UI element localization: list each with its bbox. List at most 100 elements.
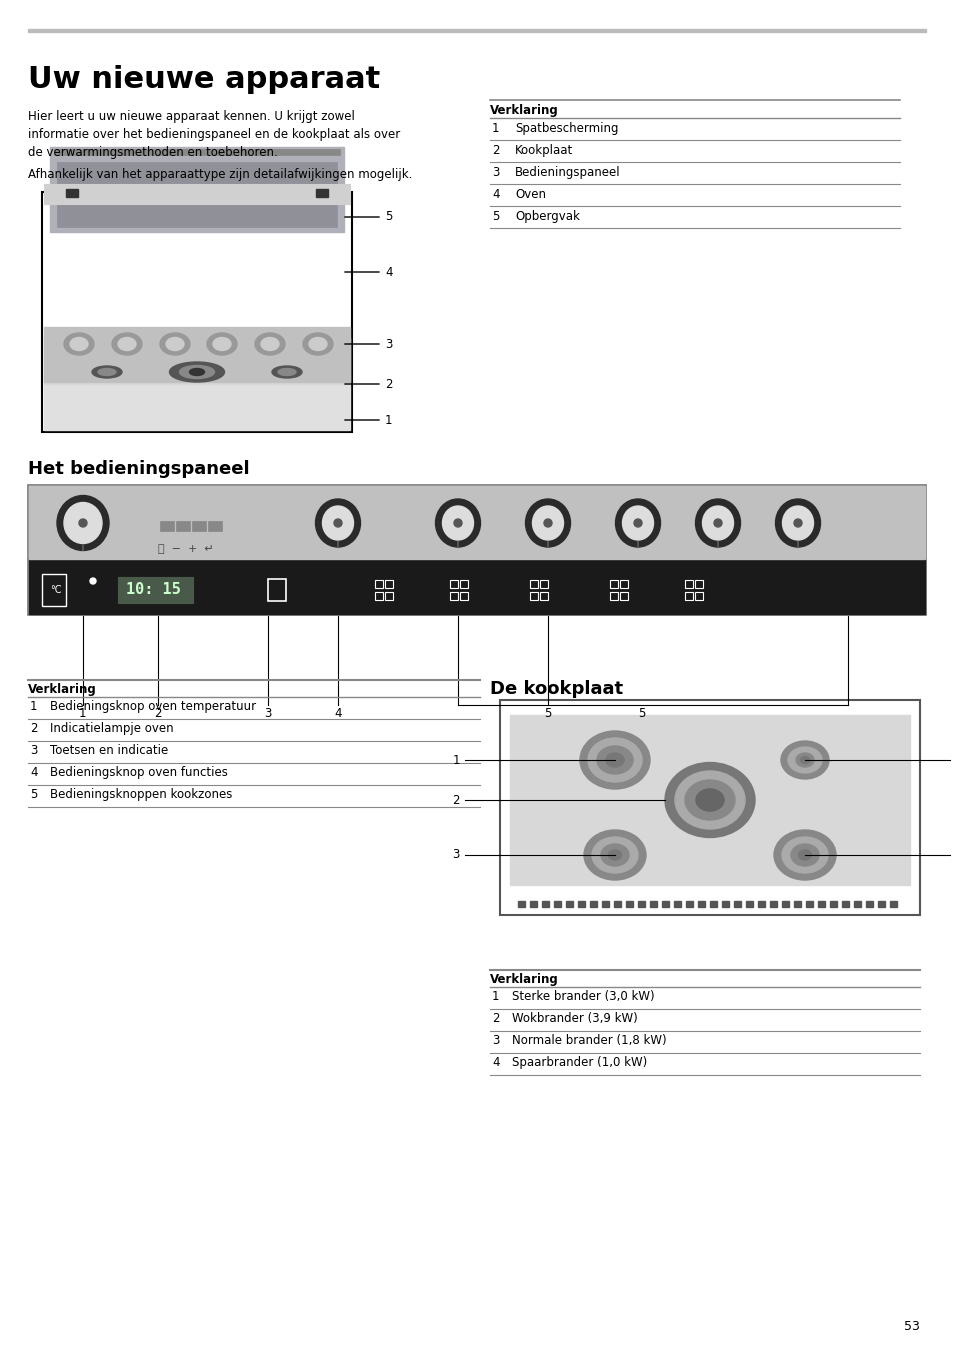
Bar bbox=[614, 900, 620, 907]
Ellipse shape bbox=[213, 338, 231, 351]
Text: 53: 53 bbox=[903, 1320, 919, 1332]
Ellipse shape bbox=[98, 369, 116, 375]
Bar bbox=[609, 593, 618, 599]
Bar bbox=[649, 900, 657, 907]
Text: Spatbescherming: Spatbescherming bbox=[515, 122, 618, 135]
Text: Hier leert u uw nieuwe apparaat kennen. U krijgt zowel
informatie over het bedie: Hier leert u uw nieuwe apparaat kennen. … bbox=[28, 109, 400, 159]
Bar bbox=[44, 327, 350, 382]
Text: 1: 1 bbox=[385, 413, 392, 427]
Text: Toetsen en indicatie: Toetsen en indicatie bbox=[50, 744, 168, 757]
Bar bbox=[459, 580, 468, 589]
Text: Wokbrander (3,9 kW): Wokbrander (3,9 kW) bbox=[512, 1012, 638, 1025]
Text: Kookplaat: Kookplaat bbox=[515, 144, 573, 157]
Bar bbox=[375, 593, 382, 599]
Bar bbox=[853, 900, 861, 907]
Bar bbox=[684, 580, 692, 589]
Ellipse shape bbox=[207, 333, 236, 355]
Text: 1: 1 bbox=[492, 122, 499, 135]
Ellipse shape bbox=[315, 500, 360, 547]
Text: 5: 5 bbox=[638, 707, 644, 720]
Text: 3: 3 bbox=[385, 338, 392, 351]
Bar bbox=[817, 900, 824, 907]
Bar bbox=[44, 338, 350, 383]
Ellipse shape bbox=[800, 756, 809, 764]
Text: Het bedieningspaneel: Het bedieningspaneel bbox=[28, 460, 250, 478]
Text: 4: 4 bbox=[492, 188, 499, 201]
Text: Verklaring: Verklaring bbox=[28, 683, 96, 697]
Ellipse shape bbox=[70, 338, 88, 351]
Ellipse shape bbox=[781, 837, 827, 873]
Text: 4: 4 bbox=[385, 266, 392, 278]
Ellipse shape bbox=[793, 518, 801, 526]
Bar bbox=[565, 900, 573, 907]
Ellipse shape bbox=[622, 506, 653, 540]
Text: 3: 3 bbox=[264, 707, 271, 720]
Ellipse shape bbox=[190, 369, 204, 375]
Bar bbox=[54, 148, 339, 155]
Ellipse shape bbox=[454, 518, 461, 526]
Ellipse shape bbox=[605, 753, 623, 767]
Bar bbox=[745, 900, 752, 907]
Text: 5: 5 bbox=[385, 211, 392, 224]
Text: Afhankelijk van het apparaattype zijn detailafwijkingen mogelijk.: Afhankelijk van het apparaattype zijn de… bbox=[28, 167, 412, 181]
Bar bbox=[50, 147, 344, 232]
Ellipse shape bbox=[795, 753, 813, 767]
Ellipse shape bbox=[781, 506, 813, 540]
Bar bbox=[698, 900, 704, 907]
Ellipse shape bbox=[597, 747, 633, 774]
Bar bbox=[758, 900, 764, 907]
Text: Bedieningsknop oven temperatuur: Bedieningsknop oven temperatuur bbox=[50, 701, 255, 713]
Bar bbox=[638, 900, 644, 907]
Ellipse shape bbox=[592, 837, 638, 873]
Ellipse shape bbox=[303, 333, 333, 355]
Text: Uw nieuwe apparaat: Uw nieuwe apparaat bbox=[28, 65, 380, 94]
Text: Normale brander (1,8 kW): Normale brander (1,8 kW) bbox=[512, 1034, 666, 1048]
Bar bbox=[619, 580, 627, 589]
Ellipse shape bbox=[57, 495, 109, 551]
Ellipse shape bbox=[254, 333, 285, 355]
Text: 3: 3 bbox=[492, 1034, 498, 1048]
Text: Verklaring: Verklaring bbox=[490, 973, 558, 985]
Ellipse shape bbox=[775, 500, 820, 547]
Ellipse shape bbox=[773, 830, 835, 880]
Bar bbox=[44, 184, 350, 204]
Bar bbox=[889, 900, 896, 907]
Bar bbox=[208, 521, 222, 531]
Bar bbox=[601, 900, 608, 907]
Bar bbox=[721, 900, 728, 907]
Text: 2: 2 bbox=[492, 144, 499, 157]
Bar bbox=[554, 900, 560, 907]
Text: Sterke brander (3,0 kW): Sterke brander (3,0 kW) bbox=[512, 990, 654, 1003]
Bar bbox=[385, 580, 393, 589]
Bar bbox=[459, 593, 468, 599]
Text: 5: 5 bbox=[30, 788, 37, 801]
Bar bbox=[709, 900, 717, 907]
Text: 2: 2 bbox=[153, 707, 161, 720]
Ellipse shape bbox=[787, 747, 821, 774]
Text: 1: 1 bbox=[30, 701, 37, 713]
Text: 3: 3 bbox=[952, 849, 953, 861]
Bar bbox=[29, 559, 924, 614]
Bar bbox=[865, 900, 872, 907]
Bar bbox=[684, 593, 692, 599]
Ellipse shape bbox=[261, 338, 278, 351]
Bar bbox=[450, 593, 457, 599]
Text: Opbergvak: Opbergvak bbox=[515, 211, 579, 223]
Bar bbox=[315, 189, 328, 197]
Bar bbox=[192, 521, 206, 531]
Bar bbox=[499, 701, 919, 915]
Bar bbox=[841, 900, 848, 907]
Ellipse shape bbox=[587, 738, 641, 782]
Text: 3: 3 bbox=[452, 849, 459, 861]
Text: 4: 4 bbox=[30, 765, 37, 779]
Text: 5: 5 bbox=[492, 211, 498, 223]
Ellipse shape bbox=[160, 333, 190, 355]
Ellipse shape bbox=[781, 741, 828, 779]
Bar bbox=[375, 580, 382, 589]
Bar bbox=[539, 580, 547, 589]
Ellipse shape bbox=[579, 730, 649, 788]
Ellipse shape bbox=[170, 362, 224, 382]
Ellipse shape bbox=[798, 850, 811, 860]
Bar bbox=[769, 900, 776, 907]
Bar bbox=[66, 189, 78, 197]
